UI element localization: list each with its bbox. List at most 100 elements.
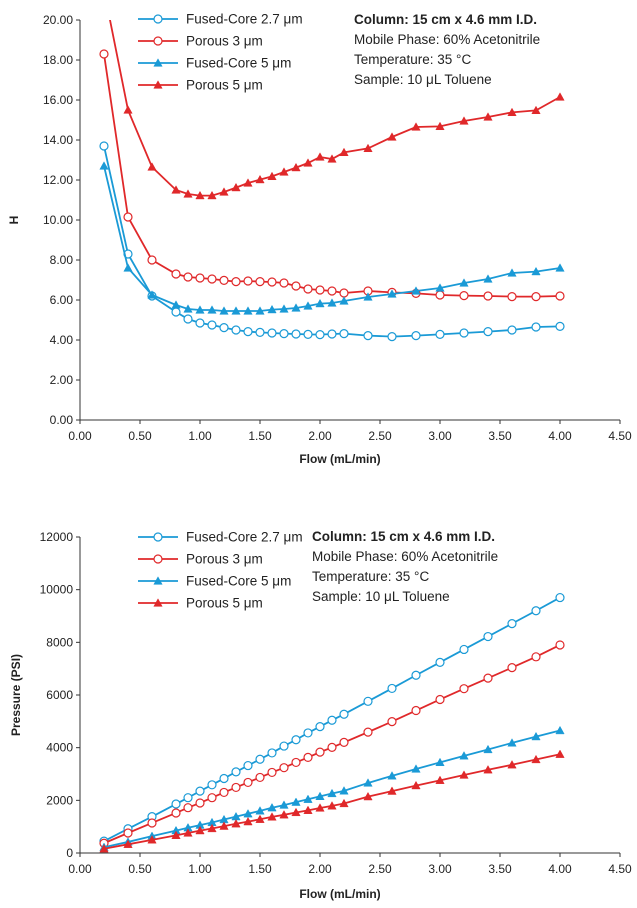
data-point	[195, 305, 205, 314]
y-tick-label: 12.00	[43, 173, 73, 187]
x-tick-label: 4.50	[608, 429, 632, 443]
data-point	[363, 778, 373, 787]
legend-label: Fused-Core 5 μm	[186, 56, 291, 71]
legend-label: Porous 5 μm	[186, 596, 263, 611]
annotation-heading: Column: 15 cm x 4.6 mm I.D.	[354, 12, 537, 27]
data-point	[219, 787, 229, 798]
data-point	[531, 731, 541, 741]
data-point	[531, 754, 541, 764]
data-point	[255, 754, 265, 764]
data-point	[279, 167, 289, 176]
legend-label: Fused-Core 2.7 μm	[186, 12, 303, 27]
x-tick-label: 2.00	[308, 862, 332, 876]
data-point	[315, 298, 325, 308]
data-point	[195, 786, 205, 796]
series-2	[99, 640, 565, 848]
data-point	[279, 329, 289, 339]
data-point	[195, 190, 205, 200]
data-point	[303, 284, 313, 294]
data-point	[387, 332, 397, 342]
data-point	[123, 828, 133, 838]
data-point	[507, 107, 517, 117]
data-point	[195, 798, 205, 808]
data-point	[339, 296, 349, 305]
data-point	[195, 825, 205, 835]
data-point	[171, 830, 181, 839]
data-point	[231, 277, 241, 287]
data-point	[387, 683, 397, 694]
data-point	[483, 673, 493, 683]
data-point	[231, 306, 241, 315]
y-tick-label: 18.00	[43, 53, 73, 67]
x-tick-label: 1.50	[248, 429, 272, 443]
legend-marker	[153, 532, 163, 542]
data-point	[243, 327, 253, 337]
data-point	[435, 757, 445, 767]
data-point	[555, 725, 565, 735]
data-point	[123, 212, 133, 222]
x-tick-label: 4.00	[548, 862, 572, 876]
data-point	[231, 182, 241, 192]
chart-1: 0.00 2.00 4.00 6.00 8.00 10.00 12.00 14.00 16.00…	[7, 12, 632, 467]
data-point	[483, 112, 493, 121]
x-axis-label: Flow (mL/min)	[299, 887, 380, 901]
x-tick-label: 3.00	[428, 862, 452, 876]
data-point	[183, 793, 193, 803]
legend-label: Porous 5 μm	[186, 78, 263, 93]
data-point	[195, 273, 205, 283]
data-point	[315, 803, 325, 812]
data-point	[435, 290, 445, 300]
data-point	[171, 307, 181, 317]
data-point	[171, 808, 181, 818]
data-point	[363, 727, 373, 737]
data-point	[483, 274, 493, 283]
data-point	[291, 329, 301, 339]
data-point	[339, 288, 349, 298]
y-tick-label: 10000	[40, 583, 74, 597]
data-point	[315, 285, 325, 295]
data-point	[483, 744, 493, 754]
y-tick-label: 0	[66, 846, 73, 860]
data-point	[387, 289, 397, 298]
data-point	[255, 814, 265, 823]
data-point	[99, 49, 109, 59]
data-point	[147, 255, 157, 265]
data-point	[411, 764, 421, 773]
data-point	[363, 791, 373, 801]
data-point	[219, 275, 229, 285]
data-point	[171, 185, 181, 194]
data-point	[435, 657, 445, 667]
x-tick-label: 4.50	[608, 862, 632, 876]
data-point	[255, 277, 265, 287]
data-point	[147, 835, 157, 844]
y-tick-label: 0.00	[50, 413, 74, 427]
data-point	[243, 816, 253, 826]
data-point	[291, 162, 301, 172]
series-3	[99, 725, 565, 851]
data-point	[435, 775, 445, 784]
data-point	[99, 141, 109, 151]
data-point	[267, 767, 277, 778]
data-point	[411, 780, 421, 790]
data-point	[231, 819, 241, 828]
x-tick-label: 0.50	[128, 429, 152, 443]
data-point	[411, 705, 421, 716]
legend-marker	[153, 14, 163, 24]
data-point	[267, 328, 277, 338]
data-point	[255, 306, 265, 315]
annotation-line: Mobile Phase: 60% Acetonitrile	[354, 32, 540, 47]
data-point	[483, 291, 493, 301]
data-point	[291, 757, 301, 768]
data-point	[555, 92, 565, 101]
data-point	[339, 147, 349, 157]
data-point	[231, 325, 241, 335]
annotation-line: Sample: 10 μL Toluene	[354, 72, 492, 87]
legend-label: Porous 3 μm	[186, 34, 263, 49]
annotation-line: Temperature: 35 °C	[312, 569, 429, 584]
y-tick-label: 14.00	[43, 133, 73, 147]
data-point	[279, 763, 289, 773]
data-point	[219, 306, 229, 315]
data-point	[243, 178, 253, 187]
data-point	[255, 174, 265, 184]
data-point	[207, 305, 217, 314]
